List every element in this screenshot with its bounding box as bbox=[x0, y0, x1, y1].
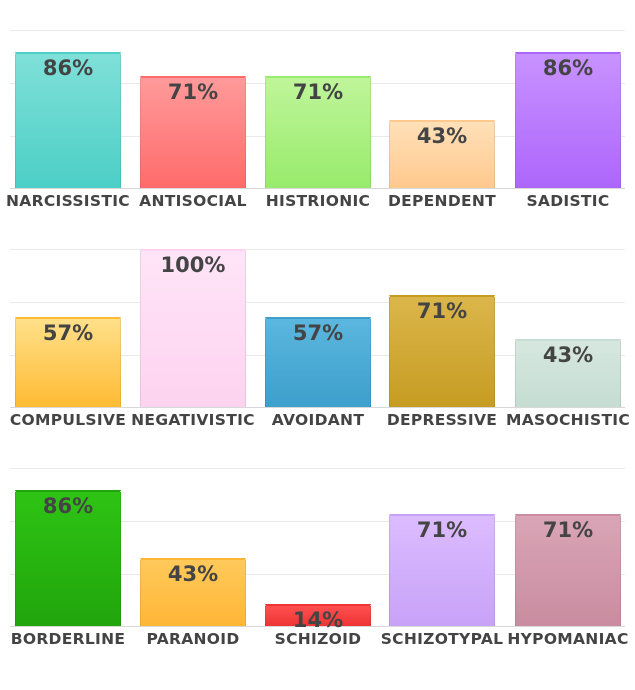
category-label: PARANOID bbox=[146, 630, 240, 648]
bar-negativistic[interactable] bbox=[140, 249, 246, 407]
category-label: HYPOMANIAC bbox=[507, 630, 629, 648]
gridline bbox=[10, 302, 625, 303]
gridline bbox=[10, 249, 625, 250]
category-label: MASOCHISTIC bbox=[506, 411, 631, 429]
bar-dependent[interactable] bbox=[389, 120, 495, 188]
baseline bbox=[10, 407, 625, 408]
gridline bbox=[10, 574, 625, 575]
bar-sadistic[interactable] bbox=[515, 52, 621, 188]
category-label: HISTRIONIC bbox=[265, 192, 371, 210]
category-label: SADISTIC bbox=[526, 192, 610, 210]
category-label: DEPRESSIVE bbox=[386, 411, 498, 429]
data-label: 14% bbox=[292, 607, 344, 632]
bar-chart-3: 86% BORDERLINE 43% PARANOID 14% SCHIZOID 71% SC… bbox=[10, 468, 628, 648]
data-label: 71% bbox=[167, 79, 219, 104]
bar-paranoid[interactable] bbox=[140, 558, 246, 626]
category-label: NEGATIVISTIC bbox=[131, 411, 255, 429]
category-label: SCHIZOTYPAL bbox=[380, 630, 504, 648]
data-label: 100% bbox=[160, 253, 226, 277]
data-label: 43% bbox=[416, 124, 468, 149]
gridline bbox=[10, 468, 625, 469]
baseline bbox=[10, 188, 625, 189]
data-label: 57% bbox=[292, 320, 344, 345]
data-label: 57% bbox=[42, 320, 94, 345]
bar-masochistic[interactable] bbox=[515, 339, 621, 407]
bar-hypomaniac[interactable] bbox=[515, 513, 621, 626]
bar-depressive[interactable] bbox=[389, 294, 495, 407]
category-label: AVOIDANT bbox=[271, 411, 365, 429]
bar-compulsive[interactable] bbox=[15, 316, 121, 407]
data-label: 43% bbox=[542, 343, 594, 368]
data-label: 86% bbox=[542, 56, 594, 81]
category-label: COMPULSIVE bbox=[9, 411, 127, 429]
data-label: 43% bbox=[167, 562, 219, 587]
category-label: ANTISOCIAL bbox=[139, 192, 247, 210]
data-label: 86% bbox=[42, 56, 94, 81]
bar-histrionic[interactable] bbox=[265, 75, 371, 188]
baseline bbox=[10, 626, 625, 627]
data-label: 71% bbox=[542, 517, 594, 542]
data-label: 86% bbox=[42, 494, 94, 519]
category-label: NARCISSISTIC bbox=[6, 192, 130, 210]
gridline bbox=[10, 30, 625, 31]
data-label: 71% bbox=[416, 298, 468, 323]
category-label: SCHIZOID bbox=[274, 630, 362, 648]
category-label: DEPENDENT bbox=[387, 192, 497, 210]
bar-schizoid[interactable] bbox=[265, 603, 371, 626]
category-label: BORDERLINE bbox=[10, 630, 126, 648]
bar-chart-2: 57% COMPULSIVE 100% NEGATIVISTIC 57% AVOIDANT… bbox=[10, 249, 630, 429]
gridline bbox=[10, 521, 625, 522]
data-label: 71% bbox=[292, 79, 344, 104]
bar-chart-1: 86% NARCISSISTIC 71% ANTISOCIAL 71% HISTRIONI… bbox=[6, 30, 625, 210]
bar-narcissistic[interactable] bbox=[15, 52, 121, 188]
bar-avoidant[interactable] bbox=[265, 316, 371, 407]
bar-antisocial[interactable] bbox=[140, 75, 246, 188]
data-label: 71% bbox=[416, 517, 468, 542]
bar-schizotypal[interactable] bbox=[389, 513, 495, 626]
bar-borderline[interactable] bbox=[15, 490, 121, 626]
